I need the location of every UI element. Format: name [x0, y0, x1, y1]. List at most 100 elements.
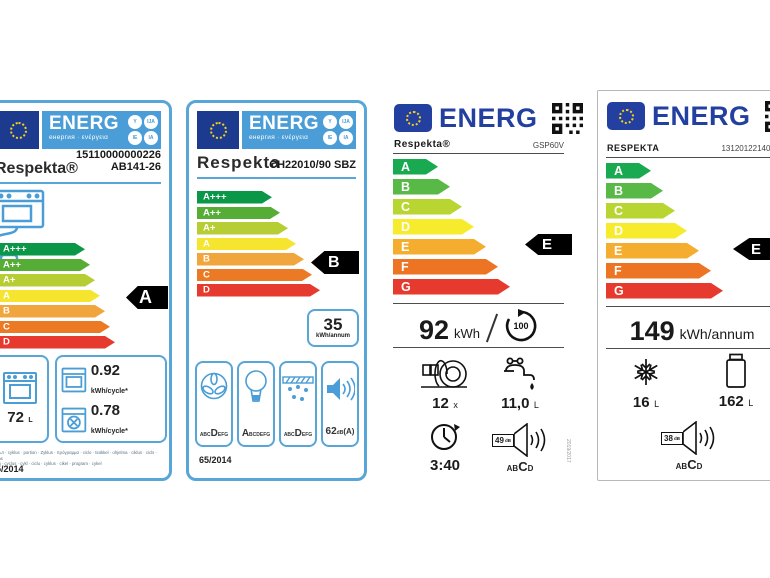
energ-subtitle: енергия · ενέργεια: [49, 134, 109, 141]
annual-energy-value: 35: [323, 315, 343, 334]
efficiency-scale: A B C D E F G: [393, 159, 564, 299]
energy-consumption-box: 0.92 kWh/cycle* 0.78 kWh/cycle*: [55, 355, 167, 443]
class-arrow-a2: A++: [197, 207, 280, 220]
class-arrow-a3: A+++: [197, 191, 272, 204]
noise-db-box: 38 dB: [661, 431, 683, 445]
fan-class-scale: ABCDEFG: [199, 428, 229, 439]
noise-cell: 38 dB ABCD: [650, 421, 728, 472]
noise-db-box: 49 dB: [492, 433, 514, 447]
svg-text:100: 100: [514, 321, 529, 331]
class-arrow-a1: A+: [0, 274, 95, 287]
efficiency-scale: A+++ A++ A+ A B C D: [0, 243, 161, 352]
freezer-volume-value: 16 L: [632, 394, 660, 411]
brand-logo: Respekta®: [0, 160, 78, 177]
class-arrow-d: D: [606, 223, 687, 239]
class-arrow-a: A: [393, 159, 438, 175]
class-arrow-a1: A+: [197, 222, 288, 235]
energ-panel: ENERG енергия · ενέργεια Y IJA IE IA: [42, 111, 161, 149]
energy-value: 149: [629, 316, 675, 346]
model-number: CH22010/90 SBZ: [269, 159, 356, 171]
volume-box: 72 L: [0, 355, 49, 443]
class-arrow-b: B: [606, 183, 663, 199]
class-arrow-a: A: [606, 163, 651, 179]
divider: [393, 153, 564, 154]
fridge-volume-value: 162 L: [718, 393, 754, 410]
cycles-icon: 100: [505, 309, 537, 342]
divider: [393, 303, 564, 304]
class-arrow-f: F: [393, 259, 498, 275]
model-number: GSP60V: [532, 141, 564, 150]
class-arrow-g: G: [393, 279, 510, 295]
duration-cell: 3:40: [410, 421, 480, 475]
eu-stars-icon: [9, 121, 27, 139]
model-number: 15110000000226 AB141-26: [76, 149, 161, 173]
badge-ia: IA: [144, 131, 158, 145]
conventional-energy-row: 0.92 kWh/cycle*: [61, 360, 161, 400]
fan-class-box: ABCDEFG: [195, 361, 233, 447]
grease-filter-icon: [282, 376, 314, 401]
brand-logo: Respekta: [197, 153, 281, 172]
class-arrow-d: D: [197, 284, 320, 297]
divider: [606, 306, 770, 307]
model-line1: 15110000000226: [75, 149, 161, 161]
eu-flag-icon: [0, 111, 39, 149]
lighting-class-box: ABCDEFG: [237, 361, 275, 447]
label-header: ENERG: [394, 100, 583, 136]
class-arrow-g: G: [606, 283, 723, 299]
class-arrow-a: A: [0, 290, 100, 303]
eu-stars-icon: [405, 110, 421, 126]
class-arrow-a2: A++: [0, 259, 90, 272]
noise-value: 62dB(A): [325, 426, 355, 437]
efficiency-scale: A+++ A++ A+ A B C D: [197, 191, 356, 300]
noise-icon: 38 dB: [661, 421, 717, 455]
capacity-cell: 12 x: [410, 359, 480, 413]
eu-stars-icon: [209, 121, 227, 139]
label-header: ENERG енергия · ενέργεια Y IJA IE IA: [0, 111, 161, 149]
rating-arrow: E: [525, 234, 572, 255]
class-arrow-b: B: [393, 179, 450, 195]
eu-flag-icon: [394, 104, 432, 132]
divider: [606, 348, 770, 349]
divider: [393, 347, 564, 348]
badge-y: Y: [323, 115, 337, 129]
speaker-horn-icon: [682, 421, 697, 455]
energy-value: 92: [418, 315, 450, 345]
energ-word: ENERG: [249, 113, 320, 134]
water-value: 11,0 L: [501, 395, 539, 412]
model-number: 131201221400-1: [721, 144, 770, 153]
clock-icon: [431, 424, 460, 450]
slash-divider: [485, 313, 499, 343]
qr-code: [764, 100, 770, 132]
conventional-oven-icon: [61, 367, 87, 393]
label-header: ENERG енергия · ενέργεια Y IJA IE IA: [197, 111, 356, 149]
badge-ie: IE: [128, 131, 142, 145]
grease-class-scale: ABCDEFG: [283, 428, 313, 439]
class-arrow-c: C: [606, 203, 675, 219]
class-arrow-d: D: [393, 219, 474, 235]
annual-energy-box: 35 kWh/annum: [307, 309, 359, 347]
regulation-number: 65/2014: [199, 455, 232, 465]
annual-energy-unit: kWh/annum: [316, 333, 350, 339]
badge-ia: IA: [339, 131, 353, 145]
energy-label-fridge: ENERG RESPEKTA 131201221400-1 A B C D E …: [597, 90, 770, 481]
class-arrow-f: F: [606, 263, 711, 279]
badge-ija: IJA: [144, 115, 158, 129]
noise-cell: 49 dB ABCD: [481, 423, 559, 474]
energy-label-oven: ENERG енергия · ενέργεια Y IJA IE IA 151…: [0, 100, 172, 481]
sound-waves-icon: [530, 428, 546, 452]
sound-waves-icon: [699, 426, 715, 450]
energ-word: ENERG: [652, 101, 751, 131]
label-header: ENERG: [607, 98, 770, 134]
noise-class-scale: ABCD: [675, 457, 703, 472]
energ-word: ENERG: [49, 113, 120, 134]
badge-ija: IJA: [339, 115, 353, 129]
energy-label-dishwasher: ENERG Respekta® GSP60V A B C D E F G E 9…: [385, 93, 583, 481]
eu-flag-icon: [197, 111, 239, 149]
energy-unit: kWh/annum: [679, 326, 755, 342]
annual-energy: 149 kWh/annum: [606, 312, 770, 346]
grease-class-box: ABCDEFG: [279, 361, 317, 447]
water-cell: 11,0 L: [485, 357, 555, 413]
conventional-energy-value: 0.92 kWh/cycle*: [90, 362, 128, 395]
energy-unit: kWh: [454, 326, 481, 341]
speaker-horn-icon: [513, 423, 528, 457]
